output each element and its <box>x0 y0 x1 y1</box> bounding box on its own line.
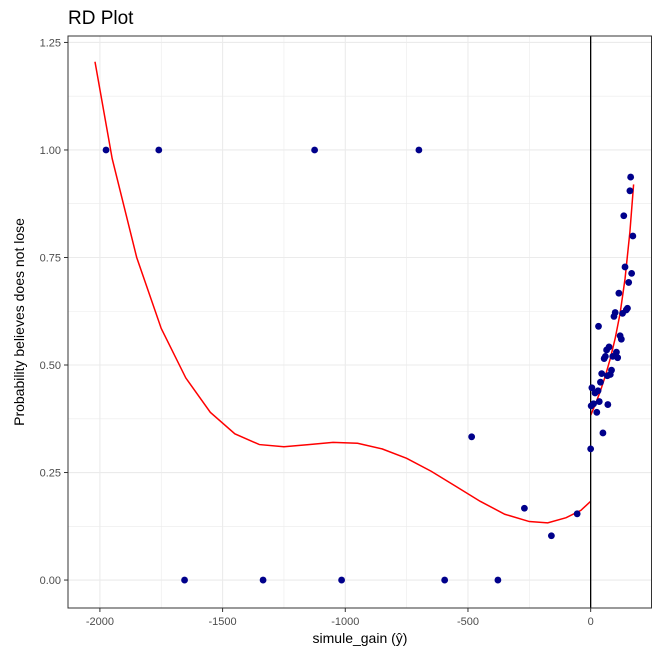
data-point <box>620 212 628 220</box>
data-point <box>605 343 613 351</box>
data-point <box>625 279 633 286</box>
chart-title: RD Plot <box>68 8 134 29</box>
data-point <box>338 576 345 584</box>
data-point <box>624 304 631 312</box>
y-tick-label: 1.00 <box>40 145 61 157</box>
fit-line-right <box>589 184 635 416</box>
data-point <box>611 309 619 316</box>
data-point <box>604 401 612 408</box>
data-point <box>441 576 449 584</box>
data-point <box>594 387 602 395</box>
data-point <box>468 433 476 441</box>
data-point <box>259 576 267 584</box>
data-point <box>547 532 555 540</box>
x-tick-label: -1000 <box>331 616 359 628</box>
x-axis-title: simule_gain (ŷ) <box>313 630 408 646</box>
data-point <box>603 372 611 380</box>
x-tick-label: -2000 <box>86 616 114 628</box>
data-point <box>626 187 634 195</box>
y-tick-label: 0.50 <box>40 360 61 372</box>
y-axis-ticks: 0.00 0.25 0.50 0.75 1.00 1.25 <box>40 37 68 587</box>
data-point <box>521 504 528 512</box>
data-point <box>181 576 188 584</box>
x-tick-label: -1500 <box>209 616 237 628</box>
data-point <box>601 353 609 360</box>
x-axis-ticks: -2000 -1500 -1000 -500 0 <box>86 608 594 628</box>
y-tick-label: 0.25 <box>40 468 61 480</box>
data-point <box>608 366 615 374</box>
data-point <box>155 146 163 154</box>
data-point <box>628 270 636 277</box>
data-point <box>595 322 602 330</box>
data-point <box>587 445 595 453</box>
x-tick-label: 0 <box>588 616 594 628</box>
data-point <box>613 348 620 356</box>
data-point <box>598 370 606 378</box>
x-tick-label: -500 <box>457 616 479 628</box>
data-point <box>415 146 423 154</box>
data-point <box>621 263 629 271</box>
data-point <box>614 354 622 362</box>
panel-border <box>67 35 652 609</box>
data-points <box>102 146 637 584</box>
data-point <box>595 398 603 405</box>
data-point <box>494 576 502 584</box>
data-point <box>587 402 595 410</box>
data-point <box>311 146 319 154</box>
fit-lines <box>94 61 635 524</box>
data-point <box>593 408 601 416</box>
data-point <box>599 429 607 437</box>
data-point <box>102 146 110 154</box>
data-point <box>615 289 623 297</box>
data-point <box>588 384 596 392</box>
y-tick-label: 0.00 <box>40 575 61 587</box>
data-point <box>629 232 637 240</box>
data-point <box>573 510 581 518</box>
data-point <box>617 335 625 343</box>
data-point <box>597 378 604 386</box>
grid-major <box>68 36 652 608</box>
data-point <box>627 173 635 181</box>
y-tick-label: 0.75 <box>40 252 61 264</box>
grid-minor <box>68 36 652 608</box>
fit-line-left <box>94 61 592 524</box>
y-axis-title: Probability believes does not lose <box>11 218 27 426</box>
y-tick-label: 1.25 <box>40 37 61 49</box>
